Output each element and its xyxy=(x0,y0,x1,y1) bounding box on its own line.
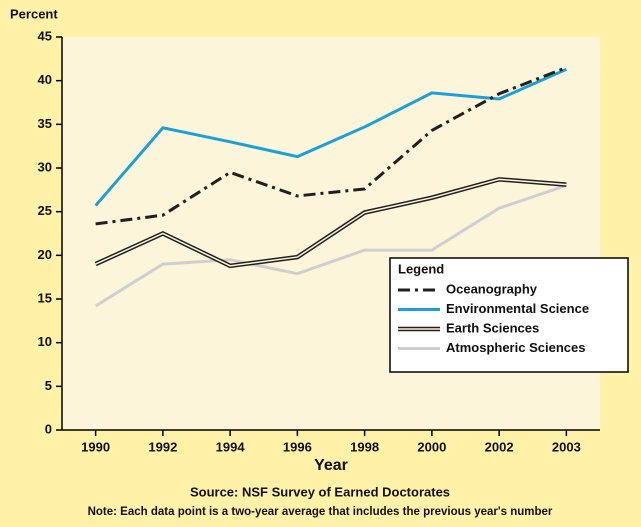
y-tick-label: 5 xyxy=(45,378,52,393)
y-tick-label: 40 xyxy=(38,72,52,87)
y-tick-label: 45 xyxy=(38,28,52,43)
note: Note: Each data point is a two-year aver… xyxy=(88,506,553,518)
legend-box xyxy=(389,257,629,373)
line xyxy=(94,184,567,308)
x-tick-label: 1994 xyxy=(216,439,246,454)
y-tick-label: 10 xyxy=(38,334,52,349)
legend-label: Oceanography xyxy=(446,281,538,296)
y-tick-label: 25 xyxy=(38,203,52,218)
legend-title: Legend xyxy=(398,261,444,276)
legend-label: Atmospheric Sciences xyxy=(446,340,585,355)
x-tick-label: 2002 xyxy=(485,439,514,454)
legend-label: Environmental Science xyxy=(446,301,589,316)
legend-item: Environmental Science xyxy=(398,301,589,316)
series xyxy=(94,67,567,207)
series xyxy=(95,66,567,226)
series xyxy=(94,184,567,308)
legend-item: Atmospheric Sciences xyxy=(398,340,585,355)
x-tick-label: 1996 xyxy=(283,439,312,454)
y-tick-label: 30 xyxy=(38,159,52,174)
y-tick-label: 35 xyxy=(38,116,52,131)
legend-item: Oceanography xyxy=(398,281,538,296)
x-tick-label: 1990 xyxy=(81,439,110,454)
y-axis-label: Percent xyxy=(10,6,58,21)
line xyxy=(94,67,567,207)
legend-label: Earth Sciences xyxy=(446,320,539,335)
series xyxy=(94,177,567,269)
line xyxy=(95,66,567,226)
x-tick-label: 1998 xyxy=(350,439,379,454)
source: Source: NSF Survey of Earned Doctorates xyxy=(190,484,450,499)
legend-item: Earth Sciences xyxy=(398,320,539,335)
x-tick-label: 1992 xyxy=(148,439,177,454)
line-inner xyxy=(95,178,567,267)
x-axis-label: Year xyxy=(314,457,348,474)
y-tick-label: 0 xyxy=(45,421,52,436)
x-tick-label: 2000 xyxy=(417,439,446,454)
y-tick-label: 20 xyxy=(38,247,52,262)
x-tick-label: 2003 xyxy=(552,439,581,454)
y-tick-label: 15 xyxy=(38,290,52,305)
